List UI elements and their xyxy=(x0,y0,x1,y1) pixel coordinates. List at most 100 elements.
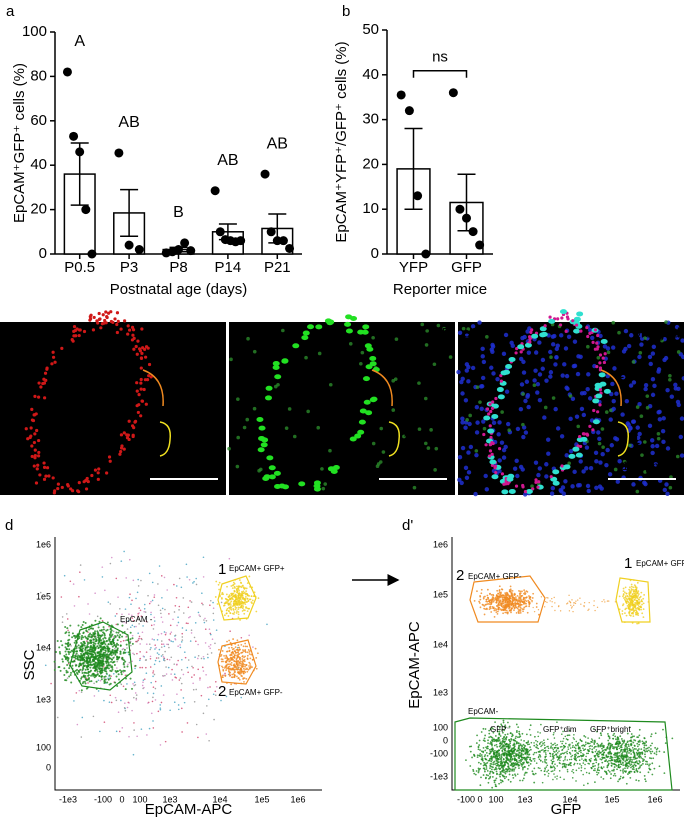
y-tick-label: 0 xyxy=(371,245,379,262)
flow-event xyxy=(604,601,606,603)
nucleus xyxy=(463,465,469,471)
cell xyxy=(576,444,580,448)
cell xyxy=(543,405,548,410)
flow-event xyxy=(582,759,585,762)
flow-event xyxy=(501,737,504,740)
cell xyxy=(426,446,431,450)
flow-event xyxy=(84,682,87,685)
flow-event xyxy=(524,752,527,754)
cell xyxy=(126,324,130,328)
flow-event xyxy=(533,735,536,738)
flow-event xyxy=(516,736,519,739)
flow-event xyxy=(234,671,236,673)
cell xyxy=(595,341,599,345)
cell xyxy=(29,426,33,430)
cell xyxy=(146,346,150,350)
cell xyxy=(142,387,146,392)
flow-event xyxy=(241,658,244,660)
flow-event xyxy=(587,737,589,739)
nucleus xyxy=(586,488,591,494)
flow-event xyxy=(500,604,503,607)
flow-event xyxy=(589,742,591,745)
flow-event xyxy=(246,610,249,612)
flow-event xyxy=(498,773,501,776)
flow-event xyxy=(505,760,508,763)
flow-event xyxy=(517,611,520,614)
cell xyxy=(102,321,106,325)
flow-event xyxy=(80,626,83,629)
cell xyxy=(70,338,74,342)
cell xyxy=(320,467,324,471)
flow-event xyxy=(511,601,514,604)
flow-event xyxy=(488,757,491,760)
flow-event xyxy=(529,758,532,761)
flow-event xyxy=(116,612,118,615)
flow-event xyxy=(583,784,585,787)
flow-event xyxy=(493,615,496,618)
flow-event xyxy=(64,646,67,649)
flow-event xyxy=(476,590,478,593)
flow-event xyxy=(108,653,111,656)
flow-event xyxy=(209,599,212,602)
cell xyxy=(489,459,497,465)
flow-event xyxy=(527,599,530,602)
flow-event xyxy=(609,757,611,760)
flow-event xyxy=(529,598,532,601)
flow-event xyxy=(490,748,493,751)
flow-event xyxy=(220,699,222,702)
y-tick-label: 40 xyxy=(362,66,379,83)
cell xyxy=(273,470,281,476)
flow-event xyxy=(233,668,235,671)
flow-event xyxy=(496,608,498,611)
flow-event xyxy=(80,654,83,657)
flow-event xyxy=(479,767,481,770)
cell xyxy=(24,427,28,431)
flow-event xyxy=(116,660,119,663)
data-point xyxy=(468,227,478,237)
flow-event xyxy=(492,761,495,764)
flow-event xyxy=(89,639,92,642)
flow-event xyxy=(495,785,498,788)
flow-event xyxy=(591,745,593,747)
flow-event xyxy=(225,695,228,698)
cell xyxy=(508,488,516,494)
flow-event xyxy=(125,643,128,646)
flow-event xyxy=(136,652,138,655)
flow-event xyxy=(188,578,191,581)
flow-event xyxy=(595,749,598,751)
flow-event xyxy=(635,607,637,610)
nucleus xyxy=(679,416,684,421)
flow-event xyxy=(526,743,529,746)
flow-event xyxy=(535,751,538,754)
flow-event xyxy=(572,771,575,774)
flow-event xyxy=(193,700,196,703)
flow-event xyxy=(501,608,504,611)
flow-event xyxy=(566,602,569,604)
nucleus xyxy=(574,414,580,419)
flow-event xyxy=(220,597,223,599)
nucleus xyxy=(621,349,627,354)
flow-event xyxy=(514,748,517,751)
cell xyxy=(643,336,648,340)
flow-event xyxy=(82,636,85,639)
flow-event xyxy=(473,772,476,775)
flow-event xyxy=(225,650,228,653)
cell xyxy=(525,488,533,494)
flow-event xyxy=(106,647,109,650)
flow-event xyxy=(554,767,556,770)
cell xyxy=(436,323,441,328)
nucleus xyxy=(479,406,484,411)
nucleus xyxy=(600,451,605,457)
flow-event xyxy=(635,589,638,592)
flow-event xyxy=(510,762,513,765)
nucleus xyxy=(536,472,541,478)
cell xyxy=(350,316,358,322)
flow-event xyxy=(106,666,109,669)
flow-event xyxy=(115,730,118,733)
flow-event xyxy=(519,744,522,747)
flow-event xyxy=(511,597,514,600)
flow-event xyxy=(92,673,95,676)
flow-event xyxy=(510,749,513,752)
flow-event xyxy=(546,596,548,599)
data-point xyxy=(186,246,196,256)
